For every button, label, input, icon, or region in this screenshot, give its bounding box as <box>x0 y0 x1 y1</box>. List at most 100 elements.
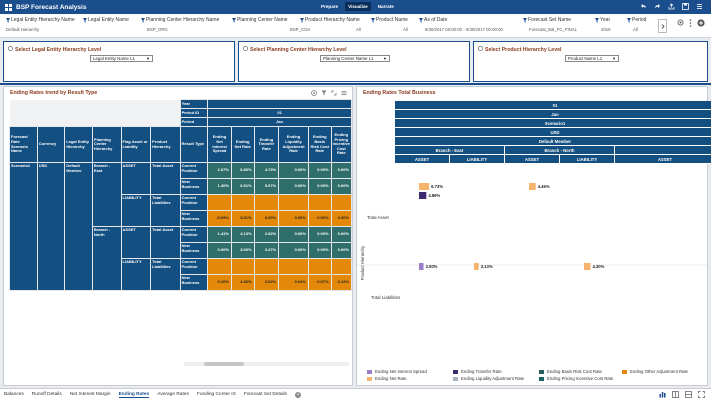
mode-prepare[interactable]: Prepare <box>321 4 339 9</box>
value-cell[interactable]: 1.40% <box>207 178 232 195</box>
value-cell[interactable] <box>230 194 255 211</box>
value-cell[interactable]: 0.12% <box>330 274 353 291</box>
value-cell[interactable]: 0.04% <box>278 274 309 291</box>
maximize-icon[interactable] <box>331 90 337 98</box>
legend-item[interactable]: Ending Transfer Rate <box>453 369 502 374</box>
value-cell[interactable]: 0.00% <box>278 242 309 259</box>
value-cell[interactable] <box>207 194 232 211</box>
menu-icon[interactable] <box>696 3 703 10</box>
fullscreen-icon[interactable] <box>698 391 705 400</box>
product-level-dropdown[interactable]: Product Name L1 ▼ <box>565 55 619 62</box>
measure-header[interactable]: Ending Pricing Incentive Cost Rate <box>330 126 353 163</box>
filter-planning-center-name[interactable]: Planning Center Name BSP_COA <box>232 17 310 32</box>
measure-header[interactable]: Ending Net Rate <box>230 126 255 163</box>
col-header[interactable]: Forecast Rate Scenario Name <box>9 126 38 163</box>
value-cell[interactable]: 5.51% <box>230 210 255 227</box>
value-cell[interactable]: 0.07% <box>307 274 332 291</box>
value-cell[interactable]: 5.07% <box>253 178 280 195</box>
measure-header[interactable]: Ending Net Interest Spread <box>207 126 232 163</box>
tab-net-interest-margin[interactable]: Net Interest Margin <box>69 392 111 397</box>
value-cell[interactable]: 2.62% <box>253 274 280 291</box>
tab-forecast-set-details[interactable]: Forecast Set Details <box>243 392 288 397</box>
tab-funding-center-is[interactable]: Funding Center IS <box>196 392 236 397</box>
tab-balances[interactable]: Balances <box>4 392 24 397</box>
mode-visualize[interactable]: Visualize <box>345 2 371 11</box>
value-cell[interactable]: 0.00% <box>307 210 332 227</box>
filter-next-button[interactable] <box>658 19 667 33</box>
filter-more-icon[interactable] <box>689 19 692 29</box>
value-cell[interactable] <box>330 258 353 275</box>
value-cell[interactable]: 2.07% <box>207 162 232 179</box>
value-cell[interactable] <box>253 258 280 275</box>
legend-item[interactable]: Ending Net Rate <box>367 376 407 381</box>
value-cell[interactable]: 0.00% <box>330 226 353 243</box>
value-cell[interactable]: 0.00% <box>278 178 309 195</box>
filter-product-name[interactable]: Product Name All <box>371 17 408 32</box>
tab-average-rates[interactable]: Average Rates <box>157 392 189 397</box>
visualize-icon[interactable] <box>659 391 666 400</box>
legend-item[interactable]: Ending Other Adjustment Rate <box>622 369 688 374</box>
value-cell[interactable]: 0.10% <box>207 274 232 291</box>
value-cell[interactable]: 3.47% <box>253 242 280 259</box>
value-cell[interactable]: 1.41% <box>207 226 232 243</box>
value-cell[interactable]: 0.00% <box>278 210 309 227</box>
value-cell[interactable]: 2.62% <box>253 226 280 243</box>
filter-icon[interactable] <box>321 90 327 98</box>
col-header[interactable]: Flag Asset or Liability <box>120 126 152 163</box>
col-header[interactable]: Product Hierarchy <box>150 126 181 163</box>
filter-legal-entity-hierarchy[interactable]: Legal Entity Hierarchy Name Default Hier… <box>6 17 75 32</box>
redo-icon[interactable] <box>654 3 661 10</box>
value-cell[interactable] <box>330 194 353 211</box>
filter-add-icon[interactable] <box>697 19 705 29</box>
value-cell[interactable]: 0.00% <box>307 162 332 179</box>
col-header[interactable]: Result Type <box>179 126 209 163</box>
value-cell[interactable]: 6.80% <box>230 162 255 179</box>
legend-item[interactable]: Ending Net Interest Spread <box>367 369 427 374</box>
value-cell[interactable]: 4.73% <box>253 162 280 179</box>
filter-year[interactable]: Year 2016 <box>595 17 611 32</box>
grid-icon[interactable] <box>4 3 12 11</box>
value-cell[interactable]: 6.51% <box>230 178 255 195</box>
tab-runoff-details[interactable]: Runoff Details <box>31 392 62 397</box>
col-header[interactable]: Currency <box>36 126 66 163</box>
value-cell[interactable] <box>278 258 309 275</box>
value-cell[interactable]: 0.00% <box>330 162 353 179</box>
filter-forecast-set-name[interactable]: Forecast Set Name Forecast_Bal_FC_FINAL <box>523 17 577 32</box>
filter-as-of-date[interactable]: As of Date 9/30/2017 00:00:00 - 9/30/201… <box>419 17 503 32</box>
value-cell[interactable]: 0.00% <box>330 210 353 227</box>
value-cell[interactable]: 0.00% <box>278 226 309 243</box>
value-cell[interactable]: 0.00% <box>307 178 332 195</box>
value-cell[interactable] <box>307 194 332 211</box>
menu-icon[interactable] <box>341 90 347 98</box>
col-header[interactable]: Legal Entity Hierarchy <box>64 126 93 163</box>
value-cell[interactable]: 0.00% <box>307 242 332 259</box>
value-cell[interactable] <box>253 194 280 211</box>
chart-bar[interactable] <box>419 263 424 270</box>
chart-bar[interactable] <box>474 263 479 270</box>
value-cell[interactable]: -5.09% <box>207 210 232 227</box>
filter-period[interactable]: Period All <box>627 17 646 32</box>
tab-ending-rates[interactable]: Ending Rates <box>118 392 150 398</box>
mode-narrate[interactable]: Narrate <box>377 4 394 9</box>
value-cell[interactable] <box>278 194 309 211</box>
compare-icon[interactable] <box>672 391 679 400</box>
scrollbar-thumb[interactable] <box>204 362 244 366</box>
value-cell[interactable]: 4.30% <box>230 274 255 291</box>
value-cell[interactable]: 4.13% <box>230 226 255 243</box>
value-cell[interactable]: 0.00% <box>253 210 280 227</box>
value-cell[interactable] <box>307 258 332 275</box>
measure-header[interactable]: Ending Basis Risk Cost Rate <box>307 126 332 163</box>
share-icon[interactable] <box>668 3 675 10</box>
chart-bar[interactable] <box>419 192 427 199</box>
filter-legal-entity-name[interactable]: Legal Entity Name BSP_ORG <box>83 17 168 32</box>
value-cell[interactable]: 0.00% <box>307 226 332 243</box>
value-cell[interactable]: 3.00% <box>230 242 255 259</box>
undo-icon[interactable] <box>640 3 647 10</box>
settings-icon[interactable] <box>311 90 317 98</box>
horizontal-scrollbar[interactable] <box>184 362 349 366</box>
filter-planning-center-hierarchy[interactable]: Planning Center Hierarchy Name <box>141 17 219 27</box>
legend-item[interactable]: Ending Liquidity Adjustment Rate <box>453 376 524 381</box>
measure-header[interactable]: Ending Transfer Rate <box>253 126 280 163</box>
layout-icon[interactable] <box>685 391 692 400</box>
chart-bar[interactable] <box>419 183 430 190</box>
